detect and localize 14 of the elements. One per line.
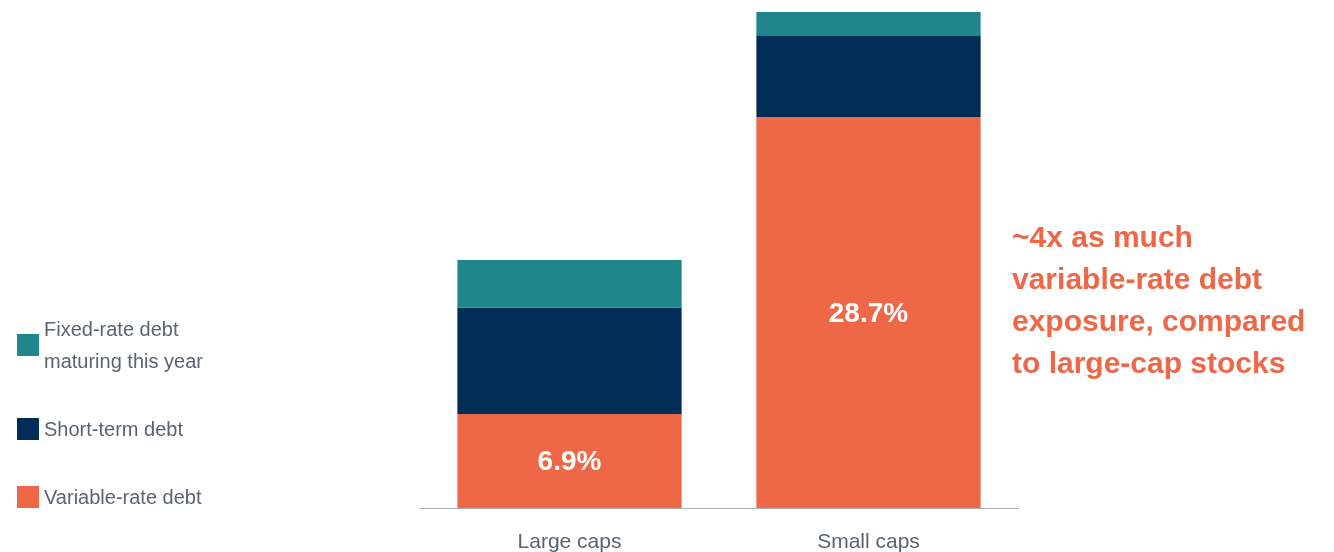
x-tick-label: Large caps bbox=[517, 529, 622, 552]
data-label: 28.7% bbox=[828, 296, 909, 328]
legend-label: Short-term debt bbox=[44, 418, 184, 440]
bar bbox=[756, 35, 981, 117]
annotation: ~4x as much variable-rate debt exposure, compared to large-cap stocks bbox=[1012, 219, 1314, 379]
x-tick-label: Small caps bbox=[817, 529, 920, 552]
bar bbox=[457, 413, 682, 508]
bar bbox=[457, 307, 682, 414]
bar bbox=[457, 260, 682, 308]
legend-label: Variable-rate debt bbox=[44, 486, 202, 508]
data-label: 6.9% bbox=[537, 445, 602, 477]
legend-label: Fixed-rate debt maturing this year bbox=[44, 318, 204, 372]
bar bbox=[756, 12, 981, 36]
bar bbox=[756, 116, 981, 508]
